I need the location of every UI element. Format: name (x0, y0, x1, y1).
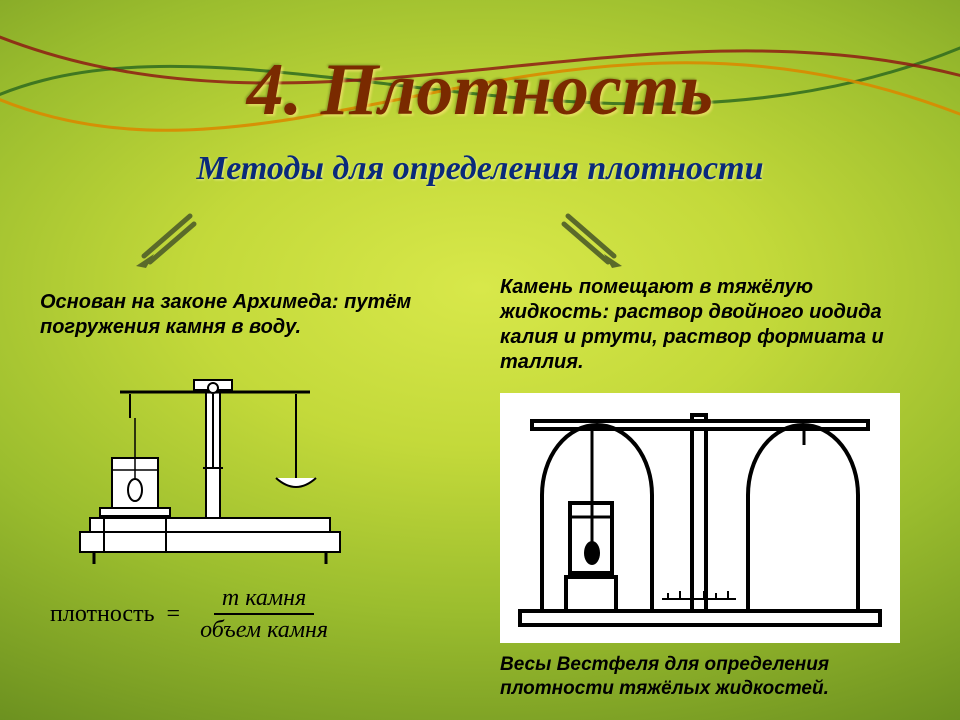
arrow-left-icon (130, 210, 200, 275)
arrow-right-icon (560, 210, 630, 275)
formula-fraction: m камня объем камня (192, 585, 336, 644)
branch-arrows (0, 210, 960, 270)
formula-equals: = (167, 601, 181, 628)
formula-denominator: объем камня (192, 615, 336, 643)
slide-title: 4. Плотность (0, 48, 960, 133)
formula-numerator: m камня (214, 585, 314, 615)
left-method-text: Основан на законе Архимеда: путём погруж… (40, 290, 460, 340)
slide-subtitle: Методы для определения плотности (0, 150, 960, 188)
formula-lhs: плотность (50, 601, 155, 628)
left-column: Основан на законе Архимеда: путём погруж… (40, 290, 460, 573)
hydrostatic-balance-diagram (70, 358, 370, 568)
westphal-balance-diagram (500, 393, 900, 643)
right-method-text: Камень помещают в тяжёлую жидкость: раст… (500, 275, 920, 375)
right-diagram-caption: Весы Вестфеля для определения плотности … (500, 653, 920, 701)
right-column: Камень помещают в тяжёлую жидкость: раст… (500, 275, 920, 701)
density-formula: плотность = m камня объем камня (50, 585, 470, 644)
